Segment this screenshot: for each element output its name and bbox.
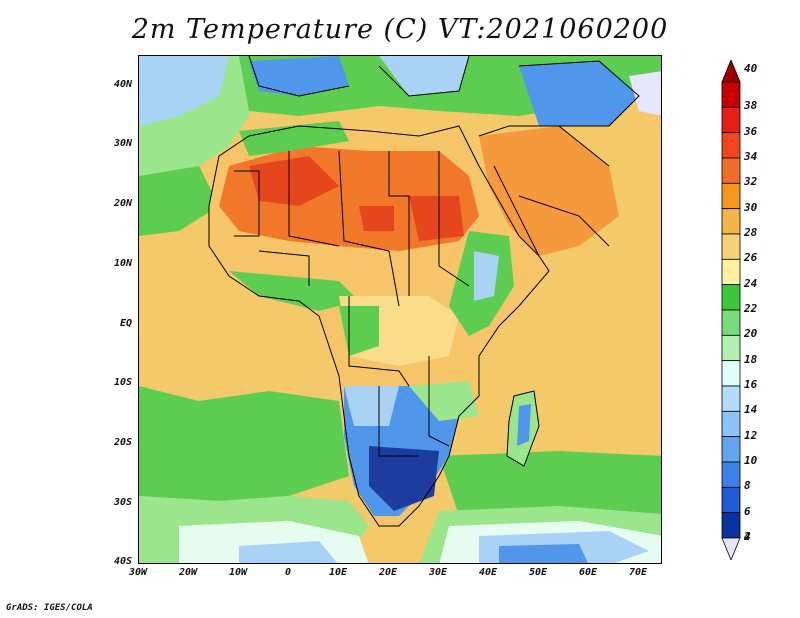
colorbar-swatch-18 — [721, 512, 741, 539]
colorbar-label-12: 12 — [744, 428, 758, 442]
colorbar-swatch-9 — [721, 284, 741, 311]
colorbar-label-40: 40 — [744, 62, 758, 75]
colorbar-swatch-14 — [721, 410, 741, 438]
y-tick-label-20n: 20N — [113, 198, 132, 209]
colorbar-swatch-7 — [721, 233, 741, 260]
colorbar-label-16: 16 — [744, 378, 758, 391]
y-tick-label-eq: EQ — [119, 318, 132, 329]
country-borders — [208, 56, 640, 527]
colorbar-label-26: 26 — [744, 251, 758, 265]
x-tick-label-10w: 10W — [228, 567, 248, 578]
y-tick-label-10n: 10N — [113, 258, 132, 269]
sudan-hotspot — [409, 196, 464, 241]
colorbar-label-36: 36 — [744, 124, 758, 138]
north-atlantic-cold-region — [139, 56, 229, 126]
colorbar — [721, 60, 741, 560]
x-tick-label-30w: 30W — [128, 567, 148, 578]
west-sahara-hotspot — [249, 156, 339, 206]
madagascar-cool-highlands — [517, 404, 531, 446]
x-tick-label-30e: 30E — [428, 567, 448, 578]
indian-ocean-green-band — [439, 451, 661, 516]
indian-ocean-cold-core — [499, 544, 589, 563]
colorbar-label-10: 10 — [744, 454, 758, 467]
colorbar-label-20: 20 — [744, 327, 758, 341]
colorbar-swatch-8 — [721, 258, 741, 286]
arabia-hot-region — [479, 126, 619, 256]
colorbar-label-18: 18 — [744, 352, 758, 366]
x-tick-label-10e: 10E — [328, 567, 348, 578]
colorbar-label-28: 28 — [744, 226, 758, 239]
colorbar-label-2: 2 — [744, 530, 751, 543]
y-tick-label-30s: 30S — [113, 497, 132, 508]
colorbar-swatch-0 — [721, 60, 741, 83]
colorbar-swatch-17 — [721, 486, 741, 514]
y-tick-label-20s: 20S — [113, 437, 132, 448]
colorbar-swatch-1 — [721, 81, 741, 108]
x-tick-label-60e: 60E — [578, 567, 598, 578]
colorbar-label-22: 22 — [744, 302, 758, 315]
colorbar-label-6: 6 — [744, 504, 751, 518]
temperature-map — [139, 56, 661, 563]
mozambique-green-region — [409, 381, 479, 421]
map-panel — [138, 55, 662, 564]
colorbar-label-14: 14 — [744, 403, 758, 417]
italy-balkans-cool-region — [379, 56, 469, 96]
iberia-cool-region — [249, 56, 349, 96]
colorbar-swatch-4 — [721, 157, 741, 184]
x-tick-label-70e: 70E — [628, 567, 648, 578]
colorbar-swatch-16 — [721, 461, 741, 488]
south-atlantic-blue-band — [239, 541, 338, 563]
south-africa-cold-core — [369, 446, 439, 511]
angola-cool-region — [344, 386, 399, 426]
turkey-iran-cool-region — [519, 61, 639, 126]
grads-credit: GrADS: IGES/COLA — [6, 603, 93, 613]
ethiopia-cool-highlands — [474, 251, 499, 301]
colorbar-label-4: 4 — [744, 530, 751, 543]
colorbar-swatch-11 — [721, 334, 741, 362]
x-tick-label-20e: 20E — [378, 567, 398, 578]
colorbar-swatch-13 — [721, 385, 741, 412]
colorbar-swatch-3 — [721, 132, 741, 159]
colorbar-label-30: 30 — [744, 200, 758, 214]
colorbar-swatch-15 — [721, 436, 741, 463]
x-tick-label-50e: 50E — [528, 567, 548, 578]
maghreb-green-region — [239, 121, 349, 156]
colorbar-label-34: 34 — [744, 150, 758, 163]
y-tick-label-10s: 10S — [113, 377, 132, 388]
colorbar-swatch-10 — [721, 309, 741, 336]
x-tick-label-0: 0 — [284, 567, 292, 578]
colorbar-label-32: 32 — [744, 175, 758, 189]
south-atlantic-green-band — [139, 386, 349, 501]
atlantic-green-band — [139, 166, 219, 236]
colorbar-label-8: 8 — [744, 479, 751, 493]
colorbar-swatch-2 — [721, 106, 741, 134]
x-tick-label-40e: 40E — [478, 567, 498, 578]
caspian-cold-spot — [629, 71, 661, 116]
colorbar-swatch-19 — [721, 537, 741, 560]
colorbar-label-24: 24 — [744, 276, 758, 290]
colorbar-swatch-5 — [721, 182, 741, 210]
colorbar-swatch-12 — [721, 360, 741, 387]
chart-title: 2m Temperature (C) VT:2021060200 — [131, 14, 669, 45]
colorbar-swatch-6 — [721, 208, 741, 235]
gulf-guinea-green-region — [229, 271, 359, 311]
y-tick-label-30n: 30N — [113, 138, 132, 149]
y-tick-label-40s: 40S — [113, 556, 132, 567]
y-tick-label-40n: 40N — [113, 79, 132, 90]
x-tick-label-20w: 20W — [178, 567, 198, 578]
chad-hotspot — [359, 206, 394, 231]
colorbar-label-38: 38 — [744, 99, 758, 113]
